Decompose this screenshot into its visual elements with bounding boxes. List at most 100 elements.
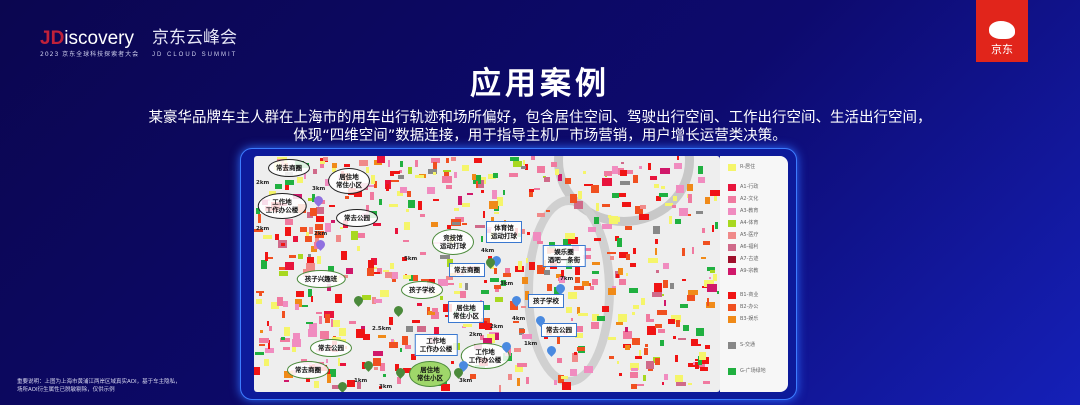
aoi-block: [631, 311, 636, 315]
legend-item: A1-行政: [728, 184, 758, 191]
legend-label: B2-办公: [740, 304, 759, 310]
callout-text: 娱乐圈: [554, 248, 574, 256]
legend-label: S-交通: [740, 342, 755, 348]
aoi-block: [433, 327, 440, 335]
callout-text: 常住小区: [417, 374, 443, 382]
distance-label: 2km: [314, 231, 328, 237]
aoi-block: [551, 162, 558, 168]
aoi-block: [430, 221, 439, 227]
callout-text: 居住地: [456, 304, 476, 312]
aoi-block: [618, 267, 623, 275]
aoi-block: [529, 261, 536, 271]
callout-text: 常去公园: [344, 214, 370, 222]
aoi-block: [565, 233, 575, 239]
aoi-block: [399, 348, 402, 353]
aoi-block: [380, 290, 389, 298]
aoi-block: [700, 366, 709, 371]
legend-swatch: [728, 164, 736, 171]
aoi-block: [404, 273, 408, 277]
joy-dog-icon: [989, 21, 1015, 39]
aoi-block: [495, 296, 504, 303]
aoi-block: [330, 369, 337, 378]
aoi-block: [297, 176, 304, 183]
aoi-block: [612, 165, 618, 174]
aoi-block: [361, 325, 366, 331]
aoi-block: [625, 326, 628, 332]
aoi-block: [426, 186, 435, 194]
callout-text: 常去商圈: [276, 164, 302, 172]
aoi-block: [431, 307, 439, 312]
callout-text: 运动打球: [491, 232, 517, 240]
aoi-block: [494, 288, 500, 292]
aoi-block: [634, 383, 644, 387]
aoi-block: [267, 256, 274, 259]
aoi-block: [546, 283, 552, 291]
distance-label: 4km: [481, 248, 495, 254]
aoi-block: [676, 185, 684, 194]
aoi-block: [591, 185, 599, 193]
aoi-block: [391, 171, 400, 175]
map-callout: 常去商圈: [287, 361, 329, 379]
aoi-block: [616, 237, 622, 247]
aoi-block: [259, 329, 263, 333]
aoi-block: [333, 336, 336, 339]
callout-text: 工作地: [426, 337, 446, 345]
aoi-block: [262, 234, 272, 239]
aoi-block: [633, 174, 639, 184]
aoi-block: [578, 190, 582, 199]
aoi-block: [706, 283, 717, 293]
aoi-block: [688, 382, 692, 385]
aoi-block: [507, 373, 512, 380]
aoi-block: [356, 329, 366, 339]
aoi-block: [366, 184, 375, 187]
aoi-block: [672, 336, 677, 340]
map-callout: 常去商圈: [268, 159, 310, 177]
aoi-block: [709, 270, 715, 274]
aoi-block: [614, 216, 621, 222]
legend-label: A5-医疗: [740, 232, 759, 238]
aoi-block: [320, 330, 329, 340]
aoi-block: [327, 284, 331, 292]
aoi-block: [662, 279, 668, 288]
aoi-block: [327, 266, 334, 273]
aoi-block: [318, 315, 322, 325]
aoi-block: [278, 270, 288, 277]
aoi-block: [502, 190, 505, 196]
aoi-block: [367, 259, 375, 269]
aoi-block: [655, 269, 660, 273]
aoi-block: [283, 300, 288, 308]
aoi-block: [674, 219, 682, 224]
aoi-block: [520, 166, 526, 170]
aoi-block: [478, 321, 487, 329]
location-pin-icon: [392, 304, 405, 317]
aoi-block: [522, 160, 526, 165]
aoi-block: [285, 262, 295, 270]
aoi-block: [596, 202, 600, 212]
aoi-block: [426, 307, 430, 316]
aoi-block: [432, 172, 436, 176]
aoi-block: [390, 179, 400, 183]
aoi-block: [526, 232, 531, 236]
aoi-block: [315, 223, 324, 230]
aoi-block: [308, 197, 313, 201]
aoi-block: [687, 184, 693, 191]
distance-label: 1km: [524, 341, 538, 347]
aoi-block: [494, 267, 497, 274]
aoi-block: [699, 351, 706, 360]
aoi-block: [282, 310, 285, 318]
callout-text: 居住地: [339, 173, 359, 181]
legend-item: A7-古迹: [728, 256, 758, 263]
description: 某豪华品牌车主人群在上海市的用车出行轨迹和场所偏好，包含居住空间、驾驶出行空间、…: [0, 109, 1080, 145]
aoi-block: [677, 338, 686, 341]
aoi-block: [674, 375, 684, 383]
aoi-block: [620, 161, 624, 164]
aoi-block: [568, 292, 577, 300]
map-callout: 常去商圈: [449, 263, 485, 277]
jd-logo: 京东: [976, 0, 1028, 62]
aoi-block: [376, 268, 382, 275]
aoi-block: [528, 188, 534, 198]
aoi-block: [462, 323, 473, 327]
aoi-block: [277, 297, 283, 306]
distance-label: 4km: [512, 316, 526, 322]
aoi-block: [295, 290, 305, 297]
